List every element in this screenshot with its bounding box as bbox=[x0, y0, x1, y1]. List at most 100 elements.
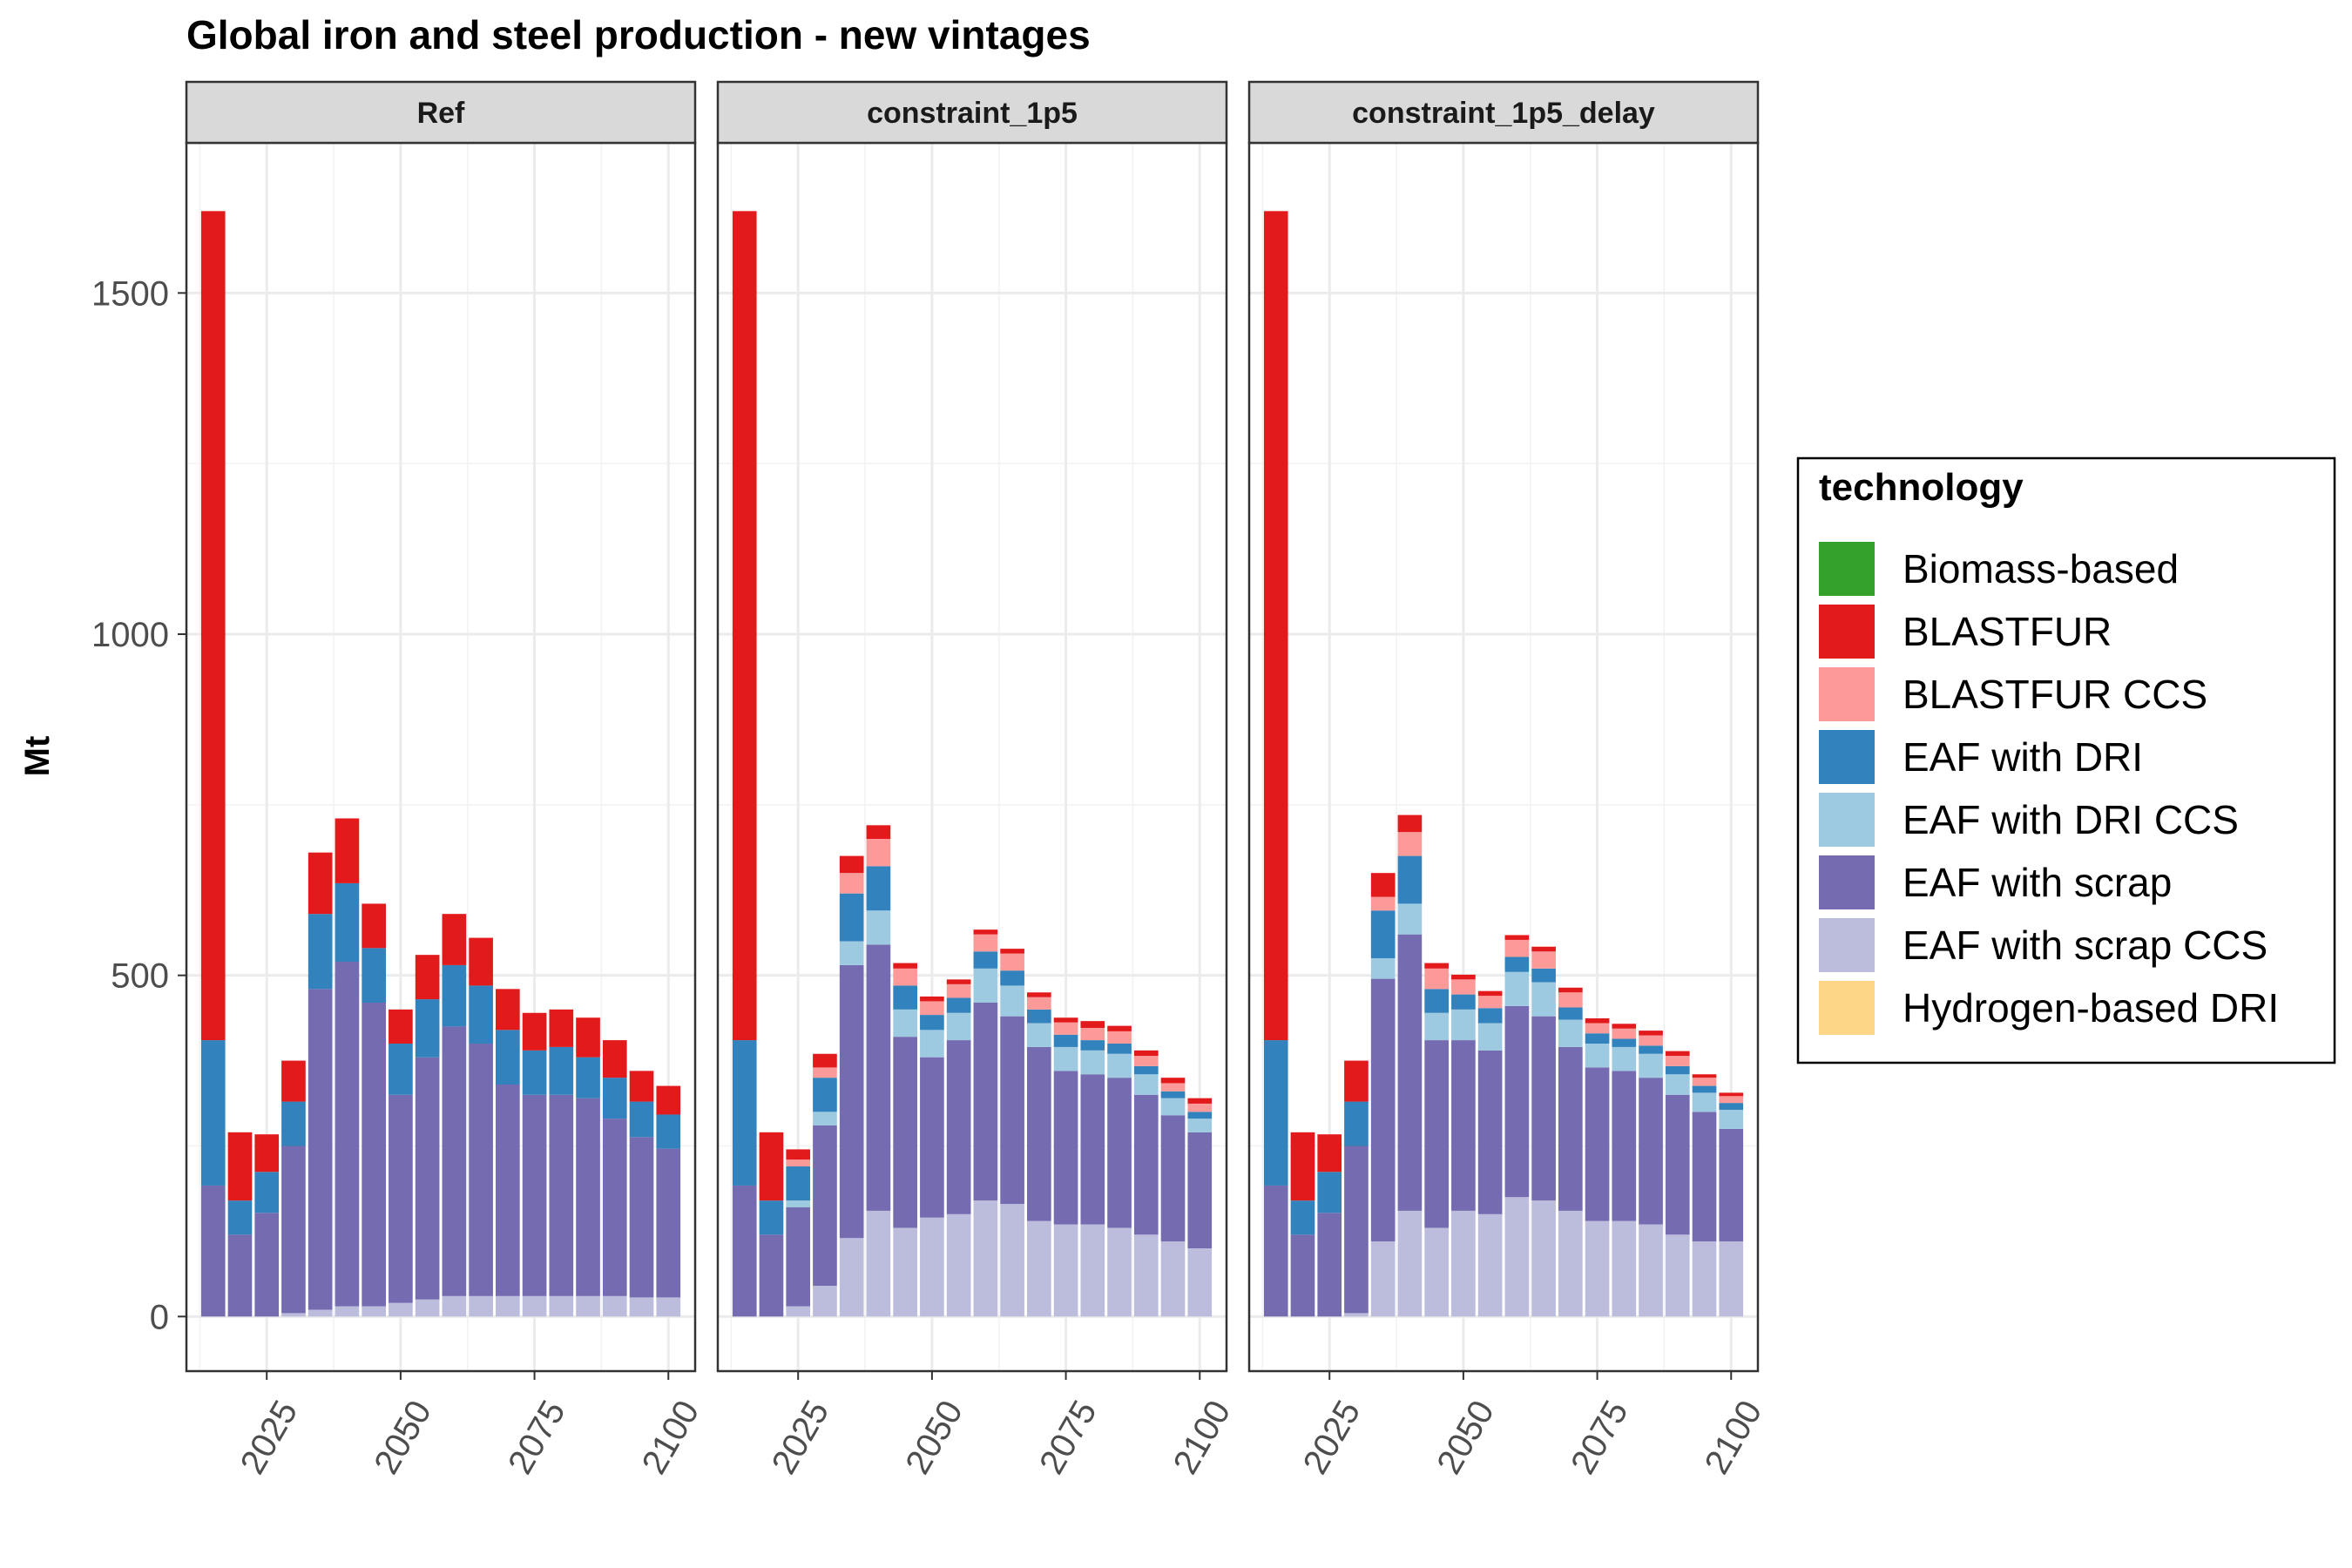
x-tick-label: 2075 bbox=[1564, 1395, 1636, 1481]
bar-segment bbox=[1370, 896, 1396, 911]
legend-label: EAF with DRI bbox=[1903, 734, 2143, 780]
bar-segment bbox=[1558, 1210, 1583, 1317]
bar-segment bbox=[200, 211, 226, 1041]
y-axis-label: Mt bbox=[18, 736, 57, 777]
bar-segment bbox=[1531, 1016, 1556, 1201]
bar-segment bbox=[759, 1132, 784, 1201]
bar-segment bbox=[335, 818, 360, 883]
bar-segment bbox=[893, 1009, 917, 1037]
bar-segment bbox=[1639, 1053, 1663, 1078]
bar-segment bbox=[602, 1078, 627, 1119]
bar-segment bbox=[893, 963, 917, 969]
bar-segment bbox=[839, 855, 864, 874]
bar-segment bbox=[1027, 1046, 1051, 1221]
bar-segment bbox=[866, 866, 891, 911]
bar-segment bbox=[522, 1094, 547, 1296]
bar-segment bbox=[1477, 1213, 1503, 1317]
bar-segment bbox=[1504, 935, 1530, 940]
bar-segment bbox=[1639, 1045, 1663, 1054]
legend-key bbox=[1819, 667, 1875, 721]
bar-segment bbox=[1612, 1071, 1637, 1221]
bar-segment bbox=[1692, 1112, 1717, 1242]
bar-segment bbox=[362, 903, 386, 949]
legend-label: Biomass-based bbox=[1903, 546, 2179, 591]
facet-strip bbox=[1247, 80, 1760, 145]
bar-segment bbox=[1053, 1034, 1078, 1047]
bar-segment bbox=[281, 1313, 306, 1317]
bar-segment bbox=[1692, 1241, 1717, 1317]
bar-segment bbox=[946, 983, 971, 998]
bar-segment bbox=[1692, 1078, 1717, 1086]
bar-segment bbox=[1477, 996, 1503, 1009]
facet-strip-label: Ref bbox=[417, 97, 465, 130]
bar-segment bbox=[389, 1009, 413, 1044]
bar-segment bbox=[839, 964, 864, 1239]
bar-segment bbox=[442, 1295, 467, 1317]
bar-segment bbox=[656, 1114, 681, 1149]
bar-segment bbox=[1160, 1078, 1186, 1084]
bar-segment bbox=[308, 852, 333, 915]
bar-segment bbox=[1290, 1234, 1315, 1317]
bar-segment bbox=[1080, 1224, 1105, 1317]
bar-segment bbox=[866, 1210, 891, 1317]
legend-key bbox=[1819, 918, 1875, 972]
bar-segment bbox=[1719, 1103, 1744, 1110]
bar-segment bbox=[893, 1227, 917, 1317]
legend-key bbox=[1819, 855, 1875, 909]
bar-segment bbox=[1692, 1085, 1717, 1093]
bar-segment bbox=[1585, 1023, 1610, 1034]
bar-segment bbox=[1370, 910, 1396, 959]
bar-segment bbox=[1424, 963, 1449, 969]
bar-segment bbox=[549, 1046, 574, 1095]
bar-segment bbox=[522, 1012, 547, 1051]
bar-segment bbox=[946, 979, 971, 984]
bar-segment bbox=[576, 1057, 600, 1098]
bar-segment bbox=[1665, 1056, 1690, 1066]
bar-segment bbox=[839, 893, 864, 942]
y-tick-label: 1000 bbox=[91, 616, 169, 654]
bar-segment bbox=[1263, 1040, 1288, 1186]
bar-segment bbox=[469, 1295, 493, 1317]
bar-segment bbox=[1665, 1074, 1690, 1095]
bar-segment bbox=[920, 1057, 944, 1218]
bar-segment bbox=[1080, 1074, 1105, 1225]
bar-segment bbox=[1451, 1040, 1476, 1211]
bar-segment bbox=[1531, 1200, 1556, 1317]
bar-segment bbox=[469, 1044, 493, 1296]
bar-segment bbox=[1160, 1115, 1186, 1242]
bar-segment bbox=[1719, 1096, 1744, 1104]
bar-segment bbox=[1424, 968, 1449, 990]
bar-segment bbox=[1424, 1227, 1449, 1317]
bar-segment bbox=[1639, 1224, 1663, 1317]
bar-segment bbox=[1027, 1023, 1051, 1047]
bar-segment bbox=[813, 1112, 837, 1125]
bar-segment bbox=[1263, 211, 1288, 1041]
x-tick-label: 2050 bbox=[1429, 1395, 1502, 1481]
bar-segment bbox=[732, 1040, 757, 1186]
bar-segment bbox=[549, 1009, 574, 1047]
x-tick-label: 2025 bbox=[233, 1395, 306, 1481]
bar-segment bbox=[920, 1030, 944, 1058]
bar-segment bbox=[656, 1148, 681, 1298]
bar-segment bbox=[308, 989, 333, 1310]
bar-segment bbox=[1107, 1044, 1132, 1054]
y-tick-label: 500 bbox=[111, 957, 169, 996]
bar-segment bbox=[920, 1015, 944, 1031]
bar-segment bbox=[1027, 992, 1051, 997]
bar-segment bbox=[1187, 1112, 1213, 1119]
bar-segment bbox=[732, 211, 757, 1041]
facet-strip-label: constraint_1p5_delay bbox=[1352, 97, 1655, 130]
bar-segment bbox=[759, 1234, 784, 1317]
bar-segment bbox=[602, 1119, 627, 1296]
legend-label: BLASTFUR bbox=[1903, 609, 2112, 654]
bar-segment bbox=[1344, 1101, 1369, 1146]
bar-segment bbox=[227, 1132, 253, 1201]
bar-segment bbox=[389, 1094, 413, 1303]
bar-segment bbox=[839, 1238, 864, 1317]
bar-segment bbox=[281, 1060, 306, 1102]
legend-key bbox=[1819, 981, 1875, 1035]
legend-title: technology bbox=[1819, 466, 2024, 509]
bar-segment bbox=[335, 1306, 360, 1317]
bar-segment bbox=[549, 1094, 574, 1296]
bar-segment bbox=[973, 1200, 998, 1317]
